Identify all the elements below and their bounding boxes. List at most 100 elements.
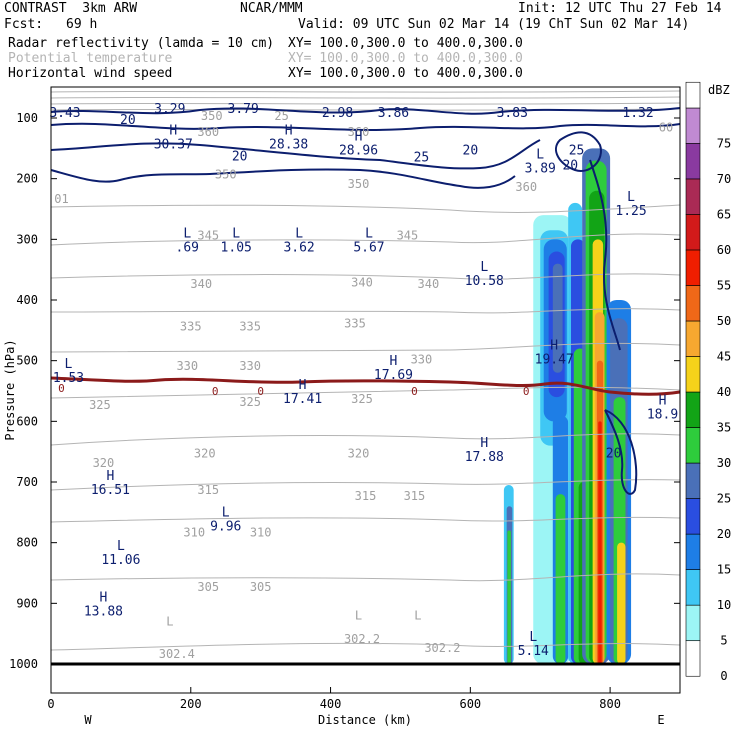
wind-extremum-value-18: 11.06 (101, 553, 140, 568)
wind-contour-20-right (604, 409, 638, 495)
colorbar-level-10: 10 (717, 598, 731, 612)
wind-extremum-mark-10: H (550, 339, 558, 354)
wind-extremum-mark-8: L (365, 226, 373, 241)
wind-extremum-value-3: 3.89 (525, 162, 556, 177)
theta-label-5: 340 (351, 276, 373, 290)
field-name-theta: Potential temperature (8, 51, 173, 66)
colorbar-level-70: 70 (717, 172, 731, 186)
theta-label-17: 320 (194, 447, 216, 461)
x-axis-label: Distance (km) (318, 713, 412, 727)
colorbar-swatch-65 (685, 178, 701, 215)
colorbar-swatch-55 (685, 249, 701, 286)
wind-extremum-value-12: 17.69 (374, 368, 413, 383)
colorbar-swatch-35 (685, 391, 701, 428)
wind-extremum-mark-18: L (117, 539, 125, 554)
forecast-hours: 69 h (66, 17, 98, 32)
theta-label-1: 350 (348, 177, 370, 191)
y-tick-label-1: 200 (16, 172, 38, 186)
wind-extremum-mark-5: L (183, 226, 191, 241)
wind-extremum-value-8: 5.67 (353, 240, 384, 255)
theta-label-14: 325 (239, 395, 261, 409)
colorbar-level-20: 20 (717, 527, 731, 541)
theta-label-27: 302.2 (424, 641, 460, 655)
wind-extremum-value-16: 16.51 (91, 483, 130, 498)
colorbar-level-50: 50 (717, 314, 731, 328)
wind-extremum-mark-20: L (529, 630, 537, 645)
field-xy-theta: XY= 100.0,300.0 to 400.0,300.0 (288, 51, 523, 66)
theta-label-4: 340 (190, 277, 212, 291)
theta-label-8: 335 (239, 319, 261, 333)
theta-label-7: 335 (180, 319, 202, 333)
wind-extremum-value-15: 17.88 (465, 450, 504, 465)
colorbar-level-55: 55 (717, 279, 731, 293)
colorbar-level-30: 30 (717, 456, 731, 470)
theta-label-13: 325 (89, 398, 111, 412)
wind-extremum-mark-9: L (480, 260, 488, 275)
colorbar-swatch-75 (685, 107, 701, 144)
x-axis: 0 200 400 600 800 (47, 687, 621, 711)
colorbar-level-40: 40 (717, 385, 731, 399)
theta-label-15: 325 (351, 392, 373, 406)
field-name-wind: Horizontal wind speed (8, 66, 173, 81)
wind-extremum-value-13: 17.41 (283, 392, 322, 407)
theta-label-29: 01 (54, 192, 68, 206)
forecast-label: Fcst: (4, 17, 44, 32)
wind-extremum-mark-0: H (169, 123, 177, 138)
wind-extremum-mark-14: H (659, 393, 667, 408)
wind-value-5: 3.83 (497, 106, 528, 121)
y-tick-label-8: 900 (16, 596, 38, 610)
wind-contour-jet-core (555, 131, 602, 172)
wind-extremum-mark-16: H (106, 469, 114, 484)
theta-label-12: 330 (411, 353, 433, 367)
organization: NCAR/MMM (240, 1, 303, 16)
y-tick-label-9: 1000 (9, 657, 38, 671)
colorbar-level-60: 60 (717, 243, 731, 257)
theta-label-2: 345 (197, 228, 219, 242)
x-tick-label-1: 200 (180, 697, 202, 711)
colorbar-swatch-25 (685, 462, 701, 499)
theta-label-6: 340 (418, 277, 440, 291)
wind-extremum-mark-1: H (285, 123, 293, 138)
theta-label-26: 302.2 (344, 632, 380, 646)
colorbar-level-0: 0 (720, 669, 727, 683)
wind-extremum-mark-6: L (232, 226, 240, 241)
theta-label-22: 310 (183, 526, 205, 540)
y-tick-label-5: 600 (16, 414, 38, 428)
y-tick-label-7: 800 (16, 536, 38, 550)
theta-contour-top3 (50, 102, 681, 105)
colorbar-swatch-40 (685, 356, 701, 393)
wind-extremum-value-0: 30.37 (154, 137, 193, 152)
theta-contour-315 (50, 479, 681, 491)
theta-contour-350 (50, 204, 681, 213)
theta-contour-top2 (50, 96, 681, 99)
colorbar-swatch-70 (685, 143, 701, 180)
theta-extremum-0: L (166, 615, 173, 629)
wind-extremum-mark-12: H (390, 354, 398, 369)
wind-label-1: 20 (232, 149, 248, 164)
wind-extremum-value-10: 19.47 (535, 353, 574, 368)
field-xy-wind: XY= 100.0,300.0 to 400.0,300.0 (288, 66, 523, 81)
colorbar-level-5: 5 (720, 634, 727, 648)
colorbar-unit: dBZ (708, 83, 730, 97)
theta-label-35: 25 (274, 109, 288, 123)
y-tick-label-0: 100 (16, 111, 38, 125)
wind-extremum-value-6: 1.05 (221, 240, 252, 255)
wind-label-5: 20 (562, 159, 578, 174)
colorbar-swatch-60 (685, 214, 701, 251)
x-tick-label-4: 800 (599, 697, 621, 711)
wind-extremum-value-19: 13.88 (84, 604, 123, 619)
colorbar-swatch-30 (685, 427, 701, 464)
y-tick-label-6: 700 (16, 475, 38, 489)
colorbar-swatch-0 (685, 640, 701, 677)
reflectivity-cell-9 (555, 494, 566, 664)
colorbar-swatch-5 (685, 604, 701, 642)
wind-extremum-value-17: 9.96 (210, 520, 241, 535)
x-tick-label-2: 400 (320, 697, 342, 711)
wind-extremum-mark-13: H (299, 378, 307, 393)
wind-extremum-mark-11: L (65, 357, 73, 372)
x-tick-label-3: 600 (459, 697, 481, 711)
theta-contour-top (50, 90, 681, 93)
wind-contour-20-low (50, 168, 516, 189)
